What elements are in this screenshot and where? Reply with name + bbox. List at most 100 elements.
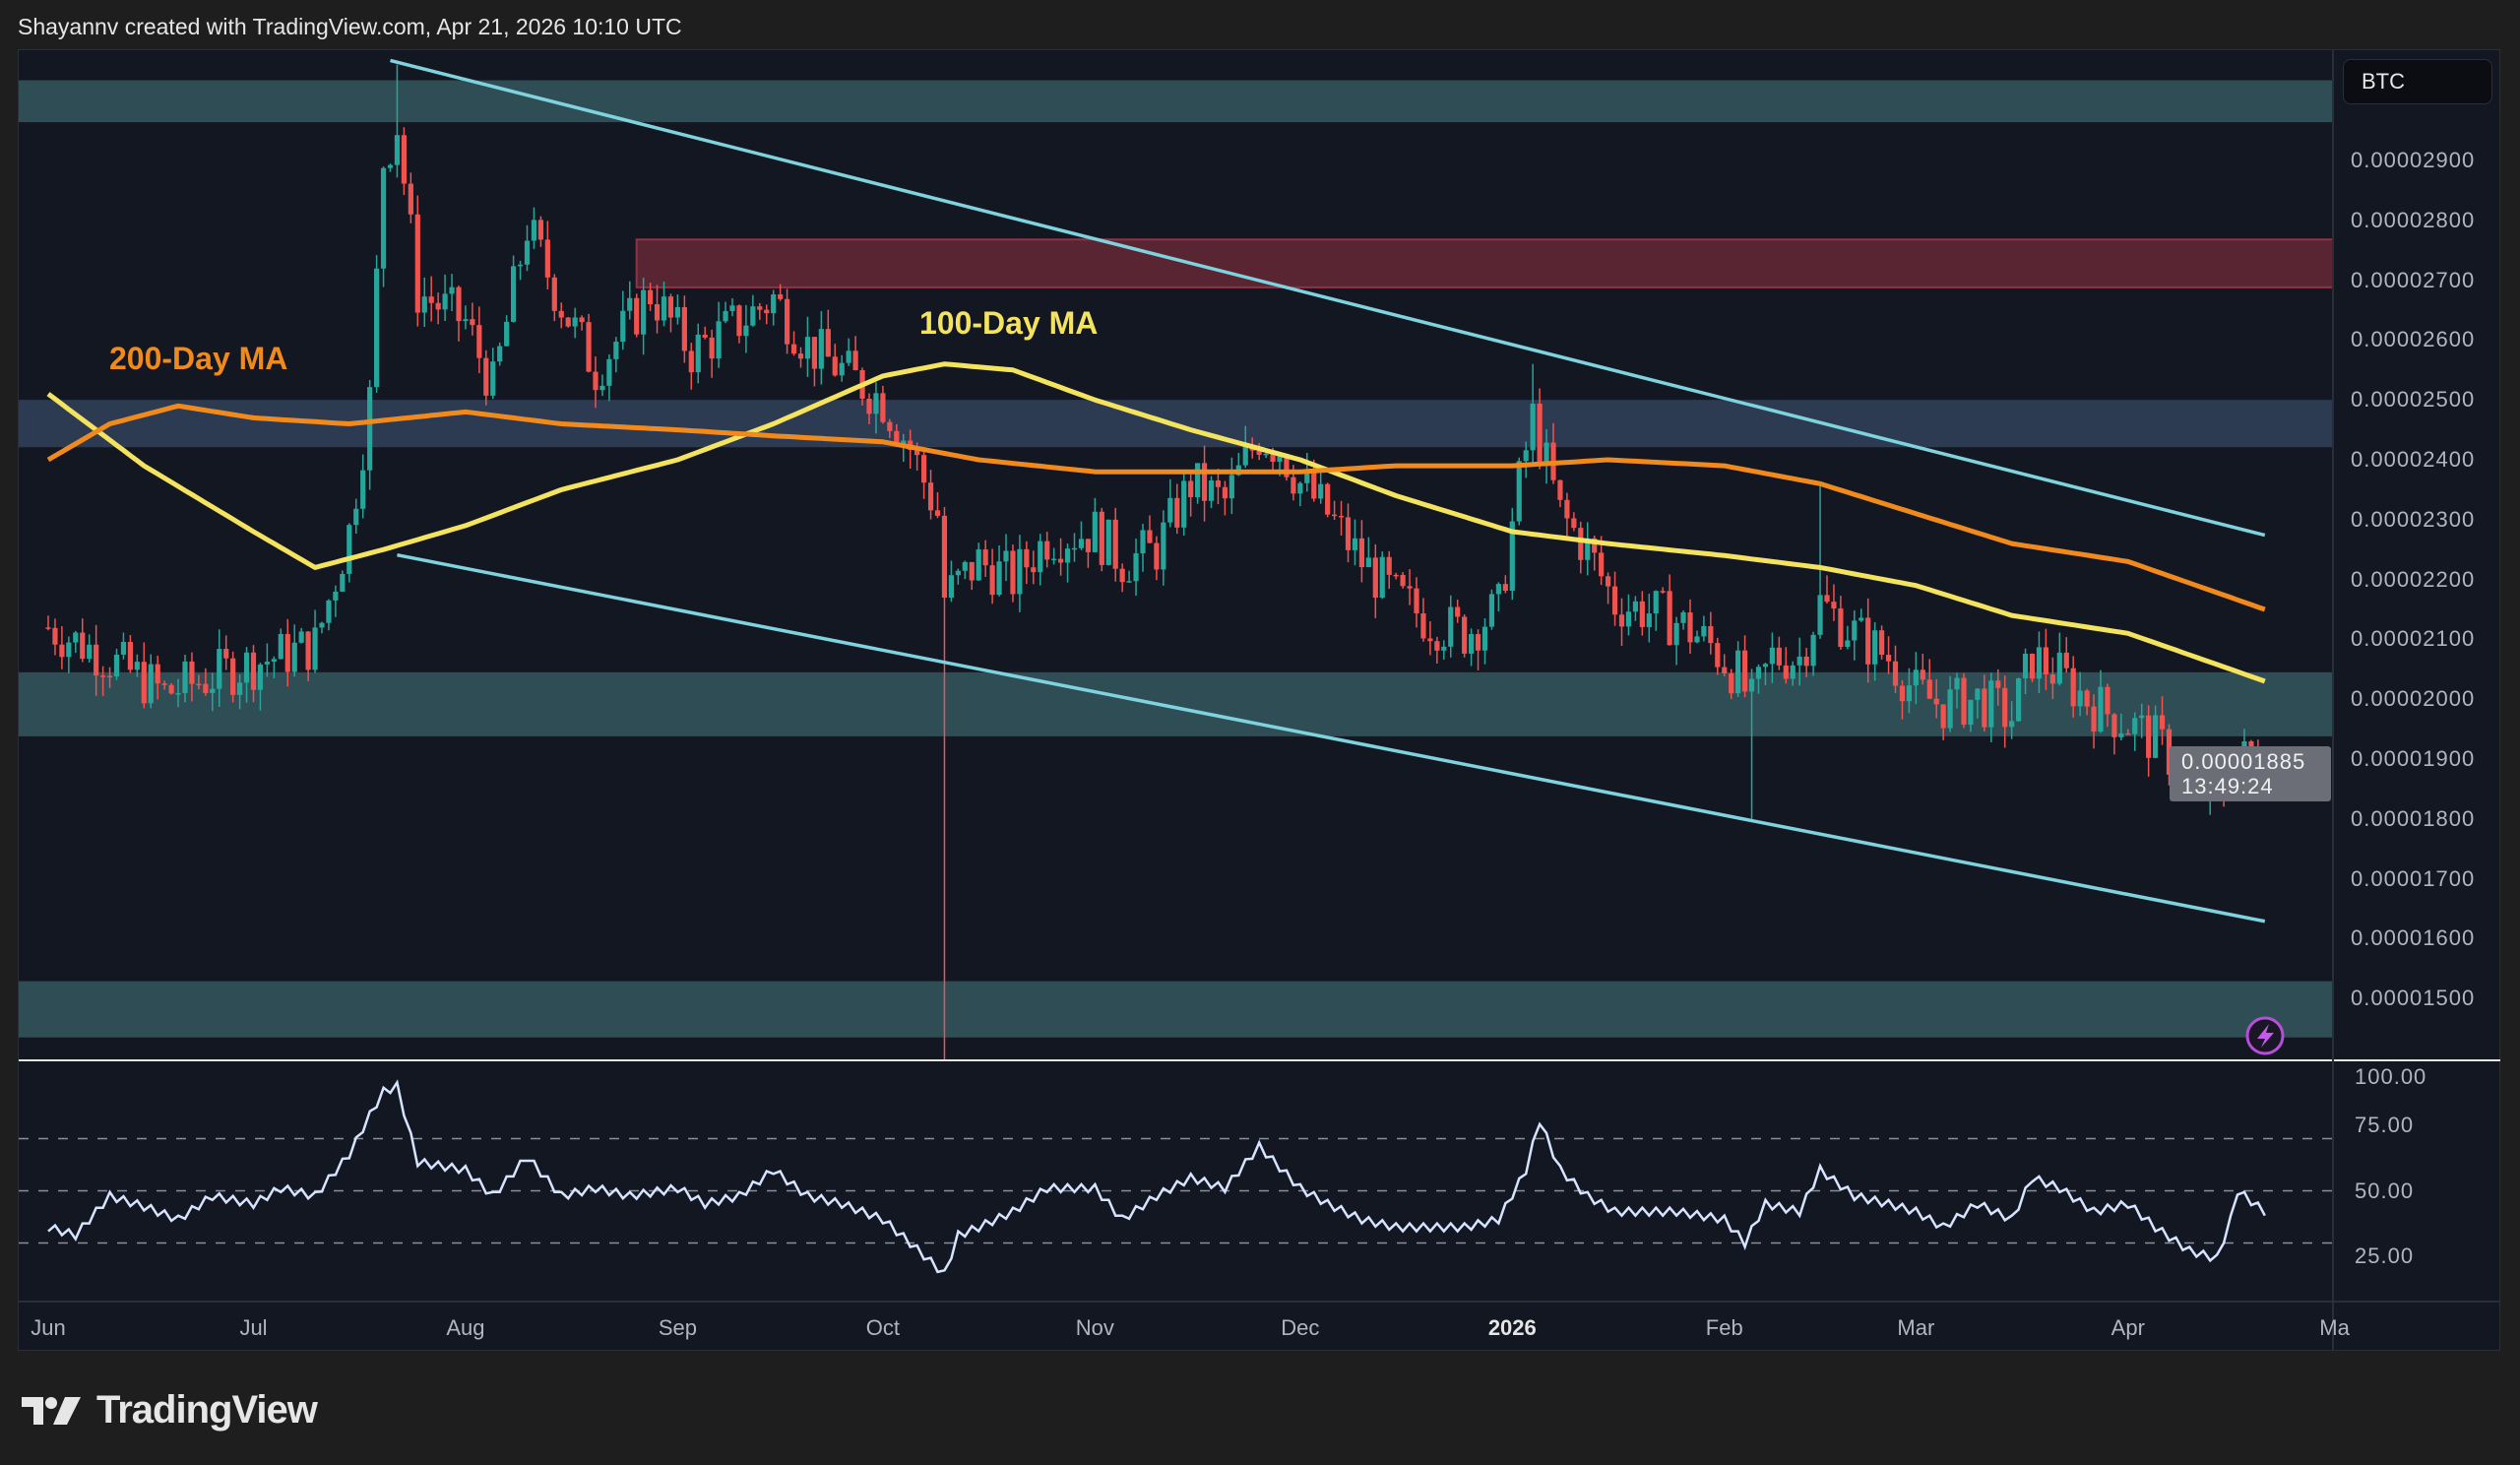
candle-body: [586, 322, 592, 372]
candle-body: [1817, 595, 1823, 635]
candle: [250, 645, 257, 703]
candle-body: [230, 658, 236, 695]
candle: [2049, 657, 2055, 700]
candle: [1585, 522, 1591, 576]
ma200-line: [46, 403, 2266, 612]
candle-body: [243, 652, 250, 683]
candle-body: [1414, 588, 1419, 613]
candle-body: [2022, 654, 2029, 679]
main-pane: [19, 58, 2333, 1060]
candle: [2077, 671, 2083, 717]
candle: [1256, 443, 1262, 461]
candle-body: [168, 684, 174, 694]
candle: [1024, 541, 1030, 585]
candle-body: [880, 393, 886, 422]
candle-body: [1776, 647, 1782, 666]
candle-body: [52, 627, 58, 645]
candle: [1748, 669, 1755, 819]
candle: [1694, 630, 1700, 644]
candle-body: [476, 325, 482, 358]
candle: [825, 309, 831, 357]
candle-body: [380, 167, 387, 269]
candle-body: [1639, 601, 1645, 627]
time-tick: Mar: [1897, 1315, 1935, 1340]
candle-body: [1024, 548, 1030, 568]
candle-body: [408, 183, 413, 215]
candle: [1085, 539, 1091, 568]
candle: [1769, 632, 1775, 683]
candle: [702, 326, 708, 340]
candle-body: [1365, 557, 1371, 568]
candle-body: [340, 573, 346, 592]
candle: [1838, 596, 1844, 650]
time-tick: Apr: [2110, 1315, 2145, 1340]
candle-body: [1105, 519, 1111, 565]
candle: [449, 274, 455, 312]
candle: [764, 304, 770, 325]
candle: [394, 64, 401, 178]
candle: [1099, 507, 1104, 572]
candle: [1352, 519, 1358, 566]
candle: [346, 523, 352, 583]
candle: [1119, 563, 1125, 593]
candle: [1038, 534, 1043, 586]
candle: [1988, 672, 1994, 742]
candle: [1003, 534, 1009, 582]
candle: [1926, 659, 1932, 700]
candle: [100, 666, 106, 696]
candle-body: [1256, 450, 1262, 455]
candle: [1729, 669, 1734, 699]
candle: [1297, 481, 1303, 507]
candle: [1783, 647, 1789, 684]
candle-body: [291, 642, 297, 672]
symbol-button[interactable]: BTC: [2343, 59, 2492, 104]
candle-body: [360, 470, 366, 509]
candle: [1968, 699, 1974, 732]
candle-body: [921, 455, 927, 483]
candle-body: [688, 350, 694, 373]
candle: [470, 302, 475, 336]
candle: [45, 615, 51, 631]
candle-body: [141, 662, 147, 704]
candle: [771, 289, 777, 326]
candle-body: [654, 304, 661, 321]
candle-body: [1516, 461, 1522, 522]
candle-body: [1523, 450, 1529, 462]
candle-body: [45, 627, 51, 629]
candle: [2146, 705, 2152, 777]
candle: [2002, 675, 2008, 748]
candle-body: [2105, 686, 2110, 715]
candle: [921, 449, 927, 499]
candle-body: [1181, 480, 1187, 528]
candle-body: [1338, 515, 1345, 518]
candle-body: [1920, 669, 1925, 680]
candle-body: [203, 683, 209, 693]
tradingview-logo[interactable]: TradingView: [22, 1388, 318, 1433]
candle-body: [901, 440, 907, 445]
candle: [1284, 455, 1290, 481]
candle-body: [1372, 557, 1378, 599]
candle-body: [1762, 664, 1769, 668]
candle: [1174, 483, 1180, 535]
candle-body: [442, 293, 448, 310]
candle-body: [695, 334, 701, 373]
candle-body: [449, 287, 455, 294]
candle: [1701, 615, 1707, 642]
candle: [1817, 483, 1823, 639]
candle: [627, 281, 633, 320]
candle: [497, 342, 503, 366]
candle-body: [1304, 473, 1310, 483]
candle-body: [1879, 630, 1885, 656]
candle-body: [1988, 680, 1994, 728]
candle: [374, 255, 380, 393]
candle: [1441, 640, 1447, 660]
candle-body: [326, 600, 332, 623]
candle-body: [1502, 584, 1508, 592]
candle-body: [558, 310, 564, 318]
candle: [87, 634, 93, 663]
candle-body: [1845, 640, 1851, 647]
candle: [2036, 631, 2043, 694]
candle-body: [1167, 497, 1173, 523]
lightning-icon-bolt: [2257, 1024, 2274, 1048]
